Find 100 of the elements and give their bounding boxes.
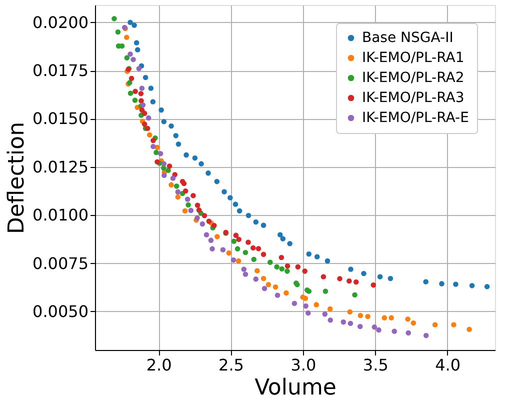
point [146, 132, 152, 138]
point [154, 159, 160, 165]
point [176, 142, 182, 147]
point [254, 268, 260, 274]
point [128, 20, 133, 25]
point [168, 182, 174, 188]
point [206, 170, 211, 176]
legend-label: IK-EMO/PL-RA1 [362, 50, 464, 66]
y-tick-label: 0.0075 [32, 254, 88, 273]
point [115, 29, 121, 35]
point [439, 281, 444, 286]
point [192, 155, 198, 161]
point [306, 251, 312, 257]
point [314, 302, 320, 308]
point [170, 176, 176, 181]
point [154, 150, 159, 156]
point [236, 208, 242, 214]
point [142, 74, 148, 80]
point [432, 322, 438, 328]
point [302, 296, 308, 301]
point [132, 22, 137, 28]
point [295, 264, 301, 270]
point [214, 234, 220, 240]
point [242, 250, 248, 256]
point [292, 300, 298, 306]
point [168, 123, 174, 129]
point [124, 34, 130, 40]
point [161, 161, 167, 166]
point [198, 161, 204, 166]
point [230, 257, 236, 263]
point [322, 288, 328, 294]
point [484, 284, 490, 290]
point [260, 252, 266, 258]
point [353, 279, 359, 285]
point [256, 246, 262, 252]
point [236, 236, 242, 242]
point [220, 247, 226, 252]
point [210, 246, 215, 252]
point [175, 189, 181, 195]
point [134, 40, 140, 46]
point [302, 268, 308, 274]
point [222, 189, 227, 194]
point [376, 327, 382, 333]
point [361, 270, 366, 276]
point [150, 99, 156, 104]
point [358, 312, 364, 318]
point [232, 202, 238, 207]
point [136, 66, 142, 72]
point [150, 138, 156, 144]
point [139, 86, 145, 91]
point [112, 16, 117, 22]
point [352, 292, 358, 298]
y-tick-label: 0.0125 [32, 157, 88, 176]
point [303, 303, 308, 309]
point [128, 90, 134, 96]
point [388, 315, 394, 320]
y-tick-label: 0.0050 [32, 302, 88, 321]
point [382, 315, 388, 320]
point [466, 326, 472, 332]
point [206, 218, 212, 224]
point [184, 196, 190, 202]
point [214, 178, 220, 184]
point [377, 274, 383, 280]
point [146, 115, 152, 121]
point [124, 55, 130, 60]
point [357, 324, 363, 330]
point [253, 276, 259, 282]
point [132, 98, 138, 103]
y-axis-title: Deflection [4, 122, 30, 234]
point [322, 312, 328, 317]
x-tick-label: 2.0 [146, 356, 172, 374]
point [202, 213, 208, 218]
point [279, 266, 285, 272]
point [314, 254, 320, 260]
point [260, 276, 266, 282]
point [130, 56, 136, 62]
point [166, 163, 172, 169]
point [320, 274, 326, 280]
point [327, 306, 333, 312]
point [278, 254, 284, 260]
point [184, 152, 189, 158]
point [200, 221, 206, 227]
y-tick-label: 0.0100 [32, 206, 88, 225]
legend-label: Base NSGA-II [362, 30, 454, 46]
point [208, 238, 214, 243]
point [234, 246, 240, 252]
point [372, 324, 378, 330]
point [242, 272, 248, 277]
x-tick-label: 3.0 [290, 356, 316, 374]
point [158, 150, 164, 156]
point [138, 91, 144, 96]
y-tick-label: 0.0175 [32, 61, 88, 80]
point [236, 258, 242, 264]
point [423, 279, 428, 284]
point [174, 184, 180, 189]
point [305, 310, 311, 316]
point [250, 245, 256, 250]
point [226, 250, 232, 256]
point [162, 172, 167, 178]
point [365, 314, 370, 320]
